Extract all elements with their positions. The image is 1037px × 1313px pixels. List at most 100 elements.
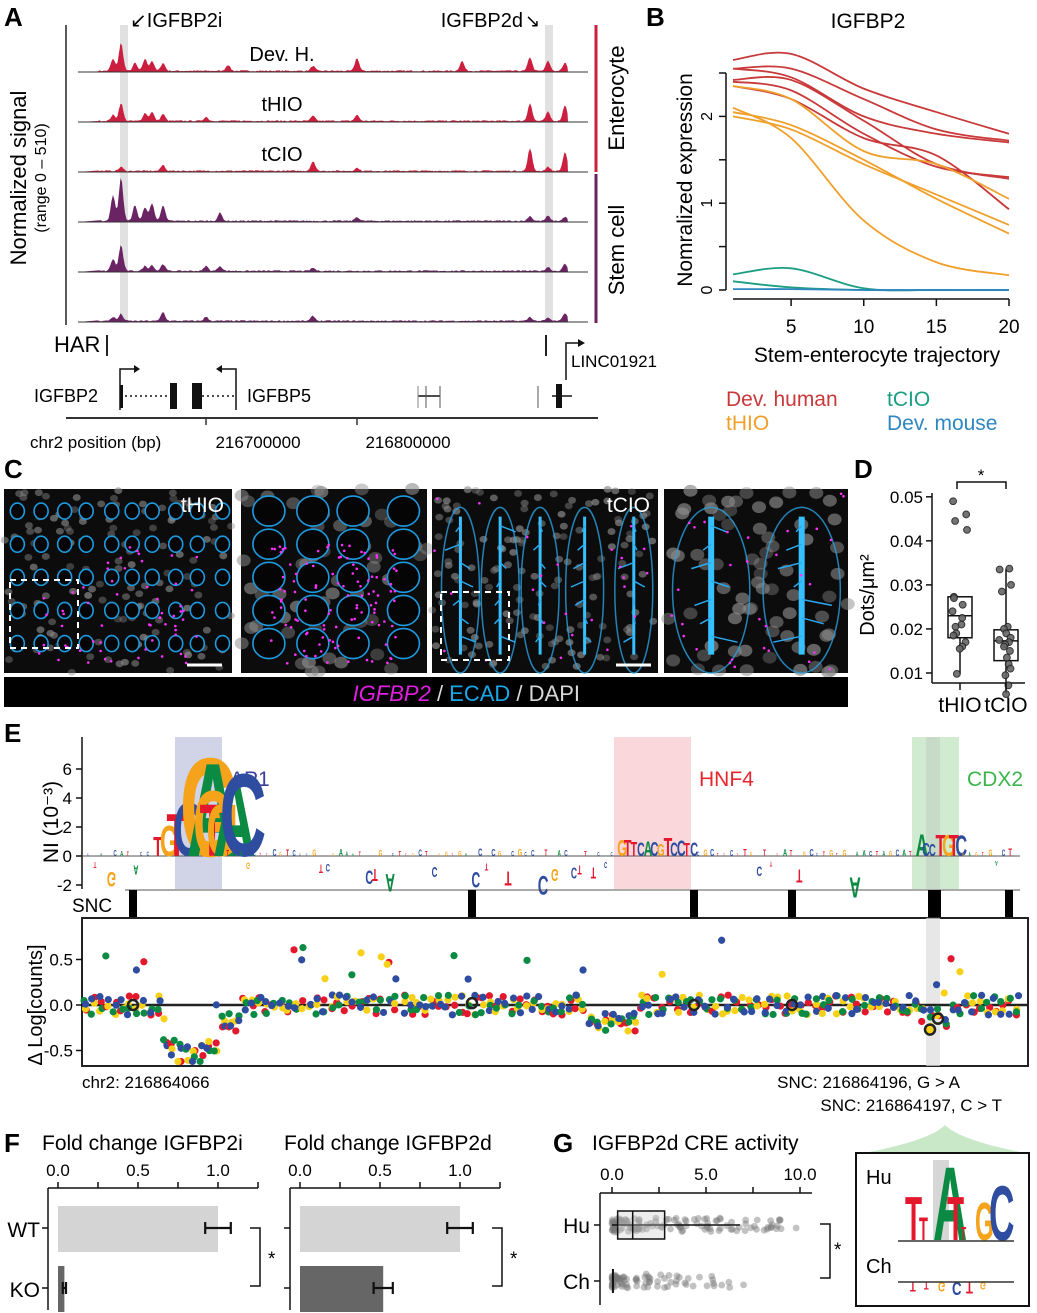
logo-letter: A: [916, 829, 928, 864]
mutation-point: [889, 1003, 898, 1011]
igfbp2-dot: [158, 616, 162, 619]
nucleus: [596, 653, 605, 661]
x-tick-label: 5.0: [694, 1165, 718, 1184]
igfbp2-dot: [370, 620, 374, 624]
nucleus: [597, 555, 606, 563]
cell-outline: [252, 528, 286, 561]
mutation-point: [825, 996, 833, 1005]
nucleus: [55, 527, 64, 535]
logo-letter: C: [690, 840, 698, 861]
panel-d-boxplot: 0.01 0.02 0.03 0.04 0.05 tHIO tCIO * Dots/μm²: [857, 466, 1028, 717]
logo-letter: G: [889, 851, 892, 858]
arrowhead-icon: [216, 365, 222, 373]
mutation-point: [1012, 1008, 1021, 1016]
nucleus: [227, 522, 236, 530]
activity-point: [643, 1225, 651, 1233]
cell-outline: [189, 601, 206, 620]
mutation-point: [170, 1036, 178, 1044]
igfbp2-dot: [531, 588, 535, 592]
x-tick-label: 0.0: [46, 1161, 70, 1180]
igfbp2-dot: [289, 626, 293, 629]
micrograph-thio-zoom: [234, 483, 434, 678]
mutation-point: [290, 1004, 299, 1012]
nucleus: [769, 496, 784, 509]
data-point: [963, 525, 971, 534]
activity-point: [703, 1224, 711, 1232]
logo-letter: T: [226, 850, 229, 859]
igfbp2-dot: [82, 586, 85, 589]
igfbp2-dot: [623, 585, 626, 588]
activity-point: [622, 1217, 630, 1225]
igfbp2-dot: [348, 544, 351, 548]
signal-track-area: [78, 148, 568, 172]
activity-point: [682, 1217, 690, 1225]
activity-point: [679, 1227, 687, 1234]
igfbp2-dot: [373, 608, 376, 611]
activity-point: [701, 1215, 709, 1223]
logo-letter: A: [186, 736, 239, 885]
cell-outline: [78, 601, 94, 620]
logo-letter: C: [491, 846, 495, 858]
gene-label-igfbp2: IGFBP2: [34, 386, 98, 406]
nucleus: [165, 585, 174, 593]
igfbp2-exon: [120, 385, 123, 408]
logo-letter: A: [783, 846, 787, 858]
activity-point: [667, 1225, 674, 1233]
activity-point: [616, 1277, 624, 1285]
mutation-point: [765, 995, 774, 1003]
nucleus: [550, 582, 559, 590]
logo-letter: C: [677, 836, 686, 861]
nucleus: [183, 604, 192, 612]
nucleus: [564, 502, 573, 510]
y-tick-label: 0: [699, 285, 716, 294]
activity-point: [620, 1273, 627, 1281]
activity-point: [608, 1216, 616, 1224]
activity-point: [642, 1279, 650, 1287]
mutation-point: [123, 1011, 132, 1019]
activity-point: [646, 1275, 654, 1283]
nucleus: [627, 488, 636, 495]
mutation-point: [212, 1039, 220, 1047]
logo-letter: C: [597, 851, 600, 857]
mutation-point: [225, 1010, 233, 1018]
nucleus: [625, 535, 634, 543]
activity-point: [626, 1224, 634, 1232]
igfbp2-dot: [764, 624, 768, 628]
legend-tcio: tCIO: [887, 388, 930, 411]
significance-star: *: [978, 466, 985, 485]
legend-dev-mouse: Dev. mouse: [887, 412, 998, 435]
igfbp2-dot: [370, 575, 374, 579]
y-tick-label: 4: [63, 789, 72, 808]
activity-point: [645, 1274, 653, 1281]
logo-letter: C: [140, 851, 143, 857]
logo-letter: T: [909, 851, 912, 858]
logo-letter: T: [631, 839, 638, 861]
panel-label-g: G: [553, 1128, 573, 1158]
inset-logo-letter: G: [938, 1279, 945, 1294]
logo-letter: G: [445, 851, 448, 858]
snc-annotation-2: SNC: 216864197, C > T: [820, 1096, 1002, 1115]
nucleus: [620, 541, 629, 549]
logo-letter: C: [365, 866, 373, 887]
panel-b-line-chart: IGFBP2 0 1 2 5 10 15 20 Stem-enterocyte trajec…: [674, 10, 1020, 435]
mutation-point: [989, 994, 997, 1002]
nucleus: [602, 654, 611, 662]
mutation-point: [984, 1011, 993, 1019]
activity-point: [777, 1225, 785, 1233]
activity-point: [661, 1275, 668, 1282]
nucleus: [618, 559, 627, 567]
igfbp2-dot: [326, 545, 329, 549]
nucleus: [314, 486, 329, 498]
stain-legend-bar: [4, 677, 848, 707]
crypt-outline: [762, 506, 842, 674]
logo-letter: C: [869, 850, 872, 859]
nucleus: [514, 490, 523, 497]
nucleus: [184, 499, 193, 507]
logo-letter: T: [836, 851, 838, 857]
mutation-point: [299, 944, 307, 952]
mutation-point: [494, 997, 502, 1006]
nucleus: [119, 615, 128, 623]
snc-reference-point: [126, 998, 140, 1012]
activity-point: [716, 1224, 724, 1232]
